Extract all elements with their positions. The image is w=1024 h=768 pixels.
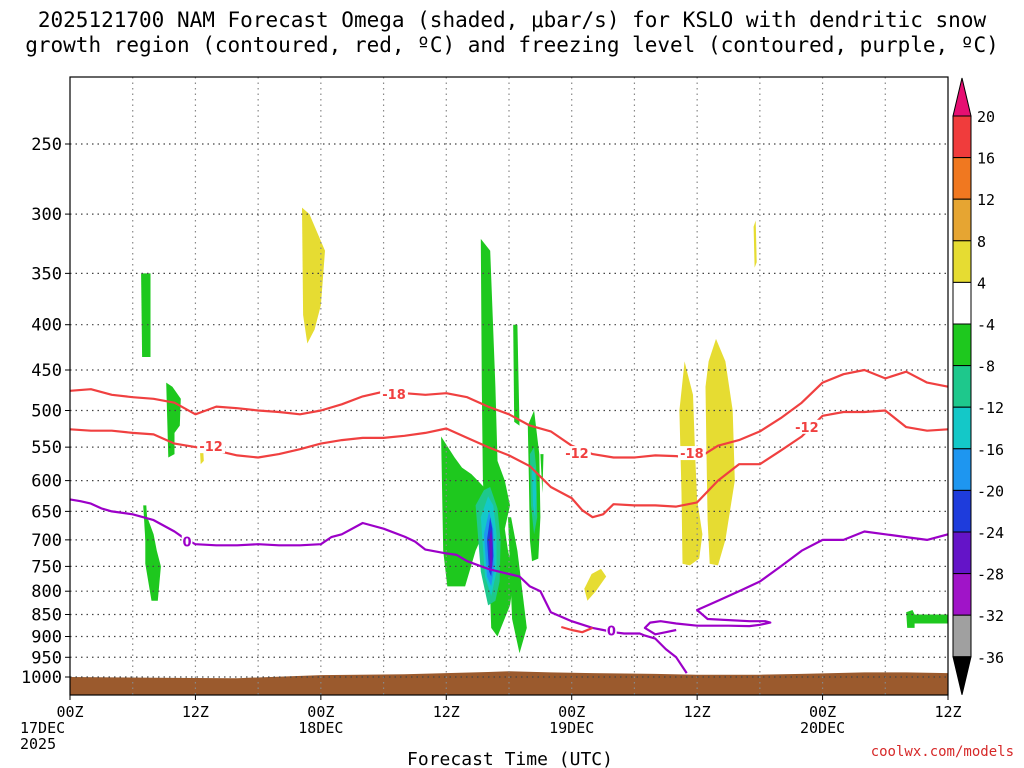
- colorbar-label-6: -8: [977, 358, 995, 376]
- contour-label-bg-1: [678, 446, 706, 461]
- x-tick-label-0-2: 2025: [20, 735, 56, 753]
- contour-line-4: [560, 625, 594, 634]
- omega-shade-region-9: [513, 324, 520, 426]
- omega-shade-region-0: [145, 517, 161, 601]
- y-tick-label-400: 400: [31, 316, 62, 336]
- omega-shade-region-8: [508, 517, 527, 654]
- y-tick-label-350: 350: [31, 264, 62, 284]
- colorbar-label-0: 20: [977, 108, 995, 126]
- y-tick-label-600: 600: [31, 472, 62, 492]
- contour-label-bg-2: [197, 439, 226, 454]
- y-tick-label-300: 300: [31, 205, 62, 225]
- contour-label-bg-4: [792, 419, 821, 434]
- x-tick-label-1-0: 12Z: [182, 703, 209, 721]
- plot-frame: [69, 76, 949, 696]
- colorbar-segment-12: [952, 573, 972, 616]
- colorbar-label-11: -28: [977, 566, 1004, 584]
- chart-title-line-2: growth region (contoured, red, ºC) and f…: [25, 33, 999, 57]
- colorbar-label-2: 12: [977, 191, 995, 209]
- omega-shade-region-19: [584, 568, 607, 601]
- omega-shade-region-1: [143, 505, 149, 540]
- contour-label-bg-3: [563, 446, 591, 461]
- contour-label-bg-5: [181, 534, 193, 549]
- omega-shade-region-16: [489, 528, 493, 569]
- x-axis-label: Forecast Time (UTC): [407, 749, 613, 768]
- contour-line-2: [69, 498, 688, 674]
- x-tick-label-6-1: 20DEC: [800, 719, 845, 737]
- colorbar-label-10: -24: [977, 524, 1004, 542]
- x-tick-label-2-0: 00Z: [307, 703, 334, 721]
- colorbar-segment-1: [952, 115, 972, 159]
- contour-label-bg-6: [606, 623, 617, 638]
- colorbar-label-3: 8: [977, 233, 986, 251]
- colorbar-label-12: -32: [977, 607, 1004, 625]
- contour-line-0: [69, 368, 949, 460]
- omega-shade-region-5: [302, 207, 325, 344]
- y-tick-label-800: 800: [31, 582, 62, 602]
- colorbar-segment-8: [952, 406, 972, 450]
- omega-shade-region-11: [540, 454, 544, 494]
- y-tick-label-650: 650: [31, 502, 62, 522]
- colorbar-segment-14: [952, 656, 972, 695]
- colorbar-label-7: -12: [977, 399, 1004, 417]
- y-tick-label-500: 500: [31, 402, 62, 422]
- x-tick-label-4-1: 19DEC: [549, 719, 594, 737]
- contour-label-3: -12: [565, 447, 589, 462]
- y-tick-label-850: 850: [31, 606, 62, 626]
- y-tick-label-950: 950: [31, 648, 62, 668]
- colorbar-segment-3: [952, 198, 972, 242]
- omega-shade-region-23: [906, 610, 948, 628]
- x-tick-label-7-0: 12Z: [934, 703, 961, 721]
- colorbar-segment-5: [952, 281, 972, 325]
- contour-label-bg-0: [380, 386, 408, 401]
- credit-link[interactable]: coolwx.com/models: [870, 744, 1014, 760]
- colorbar-label-5: -4: [977, 316, 995, 334]
- colorbar-label-8: -16: [977, 441, 1004, 459]
- colorbar-segment-9: [952, 448, 972, 491]
- colorbar-label-9: -20: [977, 482, 1004, 500]
- y-tick-label-900: 900: [31, 627, 62, 647]
- colorbar-label-4: 4: [977, 274, 986, 292]
- chart-title-line-1: 2025121700 NAM Forecast Omega (shaded, μ…: [37, 8, 987, 32]
- y-tick-label-750: 750: [31, 557, 62, 577]
- x-tick-label-5-0: 12Z: [684, 703, 711, 721]
- x-tick-label-6-0: 00Z: [809, 703, 836, 721]
- colorbar-label-13: -36: [977, 649, 1004, 667]
- colorbar-segment-2: [952, 157, 972, 200]
- x-tick-label-0-1: 17DEC: [20, 719, 65, 737]
- contour-label-1: -18: [680, 447, 704, 462]
- omega-shade-region-3: [166, 382, 181, 458]
- colorbar-segment-10: [952, 489, 972, 533]
- contour-label-0: -18: [382, 388, 406, 403]
- colorbar-segment-13: [952, 614, 972, 658]
- colorbar-segment-0: [952, 77, 972, 117]
- x-tick-label-3-0: 12Z: [433, 703, 460, 721]
- y-tick-label-700: 700: [31, 531, 62, 551]
- contour-line-3: [643, 530, 949, 636]
- contour-label-4: -12: [795, 421, 819, 436]
- colorbar-segment-4: [952, 240, 972, 283]
- contour-label-5: 0: [183, 536, 192, 551]
- y-tick-label-450: 450: [31, 361, 62, 381]
- omega-shade-region-22: [753, 220, 757, 268]
- y-tick-label-550: 550: [31, 438, 62, 458]
- omega-shade-region-6: [441, 436, 487, 587]
- colorbar-label-1: 16: [977, 150, 995, 168]
- colorbar-segment-7: [952, 365, 972, 408]
- y-tick-label-1000: 1000: [21, 668, 62, 688]
- x-tick-label-2-1: 18DEC: [298, 719, 343, 737]
- x-tick-label-4-0: 00Z: [558, 703, 585, 721]
- x-tick-label-0-0: 00Z: [56, 703, 83, 721]
- y-tick-label-250: 250: [31, 135, 62, 155]
- contour-label-6: 0: [607, 624, 616, 639]
- omega-shade-region-2: [141, 273, 151, 357]
- contour-label-2: -12: [199, 440, 223, 455]
- colorbar-segment-11: [952, 531, 972, 575]
- colorbar-segment-6: [952, 323, 972, 367]
- omega-shade-region-21: [705, 338, 735, 566]
- omega-shade-region-20: [679, 361, 703, 566]
